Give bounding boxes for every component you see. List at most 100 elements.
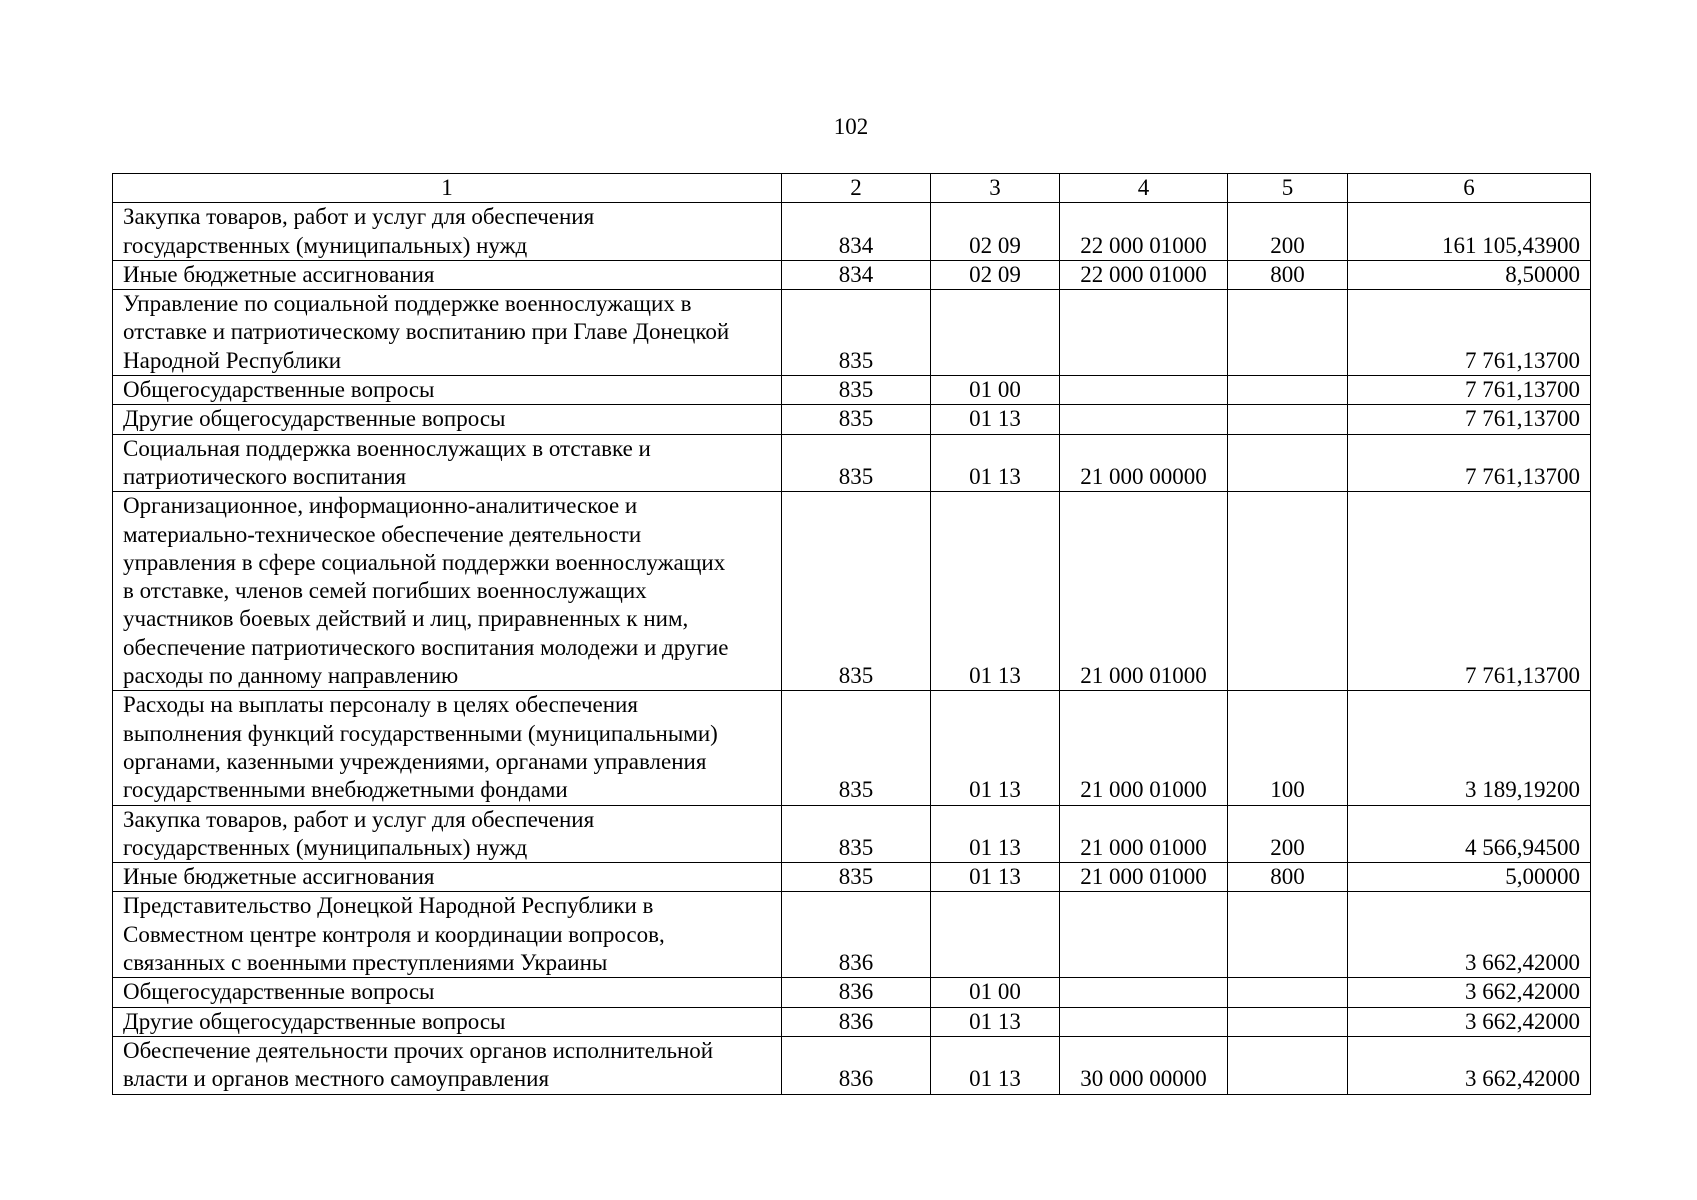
target-article-cell (1059, 289, 1228, 377)
ministry-code-cell: 835 (781, 433, 931, 493)
table-row: Обеспечение деятельности прочих органов … (112, 1035, 1591, 1095)
amount-cell: 7 761,13700 (1347, 289, 1591, 377)
expense-type-cell: 200 (1227, 202, 1348, 261)
table-row: Социальная поддержка военнослужащих в от… (112, 433, 1591, 493)
target-article-cell (1059, 1006, 1228, 1037)
amount-cell: 3 662,42000 (1347, 1035, 1591, 1095)
expense-type-cell: 800 (1227, 862, 1348, 893)
expense-type-cell: 100 (1227, 690, 1348, 806)
item-name-cell: Иные бюджетные ассигнования (112, 862, 782, 893)
column-header: 5 (1227, 172, 1348, 204)
target-article-cell (1059, 977, 1228, 1008)
table-row: Иные бюджетные ассигнования 835 01 13 21 00… (112, 862, 1591, 893)
table-row: Общегосударственные вопросы 835 01 00 7 761… (112, 375, 1591, 406)
item-name-cell: Иные бюджетные ассигнования (112, 259, 782, 291)
amount-cell: 4 566,94500 (1347, 804, 1591, 864)
target-article-cell: 22 000 01000 (1059, 259, 1228, 291)
section-code-cell: 02 09 (930, 202, 1060, 261)
column-header: 3 (930, 172, 1060, 204)
section-code-cell: 01 13 (930, 1006, 1060, 1037)
expense-type-cell (1227, 289, 1348, 377)
expense-type-cell (1227, 1006, 1348, 1037)
amount-cell: 8,50000 (1347, 259, 1591, 291)
section-code-cell: 01 00 (930, 977, 1060, 1008)
target-article-cell: 30 000 00000 (1059, 1035, 1228, 1095)
table-row: Другие общегосударственные вопросы 835 01 … (112, 404, 1591, 435)
amount-cell: 5,00000 (1347, 862, 1591, 893)
expense-type-cell (1227, 491, 1348, 692)
ministry-code-cell: 834 (781, 259, 931, 291)
amount-cell: 3 662,42000 (1347, 977, 1591, 1008)
amount-cell: 3 189,19200 (1347, 690, 1591, 806)
table-row: Управление по социальной поддержке военн… (112, 289, 1591, 377)
amount-cell: 7 761,13700 (1347, 404, 1591, 435)
section-code-cell: 02 09 (930, 259, 1060, 291)
section-code-cell: 01 13 (930, 491, 1060, 692)
budget-table: 1 2 3 4 5 6 Закупка товаров, работ и усл… (112, 172, 1591, 1095)
table-row: Иные бюджетные ассигнования 834 02 09 22 00… (112, 259, 1591, 291)
expense-type-cell: 800 (1227, 259, 1348, 291)
target-article-cell: 21 000 01000 (1059, 804, 1228, 864)
ministry-code-cell: 835 (781, 690, 931, 806)
item-name-cell: Управление по социальной поддержке военн… (112, 289, 782, 377)
table-row: Общегосударственные вопросы 836 01 00 3 662… (112, 977, 1591, 1008)
target-article-cell: 22 000 01000 (1059, 202, 1228, 261)
column-header: 6 (1347, 172, 1591, 204)
target-article-cell (1059, 404, 1228, 435)
ministry-code-cell: 835 (781, 375, 931, 406)
amount-cell: 7 761,13700 (1347, 433, 1591, 493)
column-header: 4 (1059, 172, 1228, 204)
target-article-cell: 21 000 00000 (1059, 433, 1228, 493)
section-code-cell: 01 13 (930, 862, 1060, 893)
section-code-cell: 01 13 (930, 690, 1060, 806)
section-code-cell: 01 13 (930, 433, 1060, 493)
section-code-cell: 01 13 (930, 1035, 1060, 1095)
ministry-code-cell: 835 (781, 404, 931, 435)
target-article-cell (1059, 375, 1228, 406)
table-row: Организационное, информационно-аналитиче… (112, 491, 1591, 692)
amount-cell: 3 662,42000 (1347, 1006, 1591, 1037)
item-name-cell: Общегосударственные вопросы (112, 977, 782, 1008)
table-row: Расходы на выплаты персоналу в целях обе… (112, 690, 1591, 806)
amount-cell: 161 105,43900 (1347, 202, 1591, 261)
item-name-cell: Организационное, информационно-аналитиче… (112, 491, 782, 692)
item-name-cell: Социальная поддержка военнослужащих в от… (112, 433, 782, 493)
item-name-cell: Представительство Донецкой Народной Респ… (112, 891, 782, 979)
ministry-code-cell: 835 (781, 289, 931, 377)
expense-type-cell (1227, 977, 1348, 1008)
ministry-code-cell: 835 (781, 862, 931, 893)
ministry-code-cell: 836 (781, 1035, 931, 1095)
table-row: Закупка товаров, работ и услуг для обесп… (112, 804, 1591, 864)
item-name-cell: Общегосударственные вопросы (112, 375, 782, 406)
amount-cell: 7 761,13700 (1347, 375, 1591, 406)
item-name-cell: Другие общегосударственные вопросы (112, 1006, 782, 1037)
target-article-cell: 21 000 01000 (1059, 862, 1228, 893)
section-code-cell (930, 891, 1060, 979)
amount-cell: 3 662,42000 (1347, 891, 1591, 979)
item-name-cell: Другие общегосударственные вопросы (112, 404, 782, 435)
table-row: Закупка товаров, работ и услуг для обесп… (112, 202, 1591, 261)
ministry-code-cell: 836 (781, 891, 931, 979)
ministry-code-cell: 835 (781, 491, 931, 692)
table-header-row: 1 2 3 4 5 6 (112, 172, 1591, 204)
amount-cell: 7 761,13700 (1347, 491, 1591, 692)
column-header: 1 (112, 172, 782, 204)
ministry-code-cell: 836 (781, 1006, 931, 1037)
section-code-cell (930, 289, 1060, 377)
expense-type-cell (1227, 404, 1348, 435)
section-code-cell: 01 13 (930, 404, 1060, 435)
page-number: 102 (833, 114, 869, 139)
section-code-cell: 01 13 (930, 804, 1060, 864)
column-header: 2 (781, 172, 931, 204)
expense-type-cell (1227, 375, 1348, 406)
section-code-cell: 01 00 (930, 375, 1060, 406)
expense-type-cell: 200 (1227, 804, 1348, 864)
table-row: Представительство Донецкой Народной Респ… (112, 891, 1591, 979)
expense-type-cell (1227, 891, 1348, 979)
expense-type-cell (1227, 1035, 1348, 1095)
item-name-cell: Закупка товаров, работ и услуг для обесп… (112, 202, 782, 261)
item-name-cell: Закупка товаров, работ и услуг для обесп… (112, 804, 782, 864)
target-article-cell: 21 000 01000 (1059, 690, 1228, 806)
expense-type-cell (1227, 433, 1348, 493)
target-article-cell (1059, 891, 1228, 979)
